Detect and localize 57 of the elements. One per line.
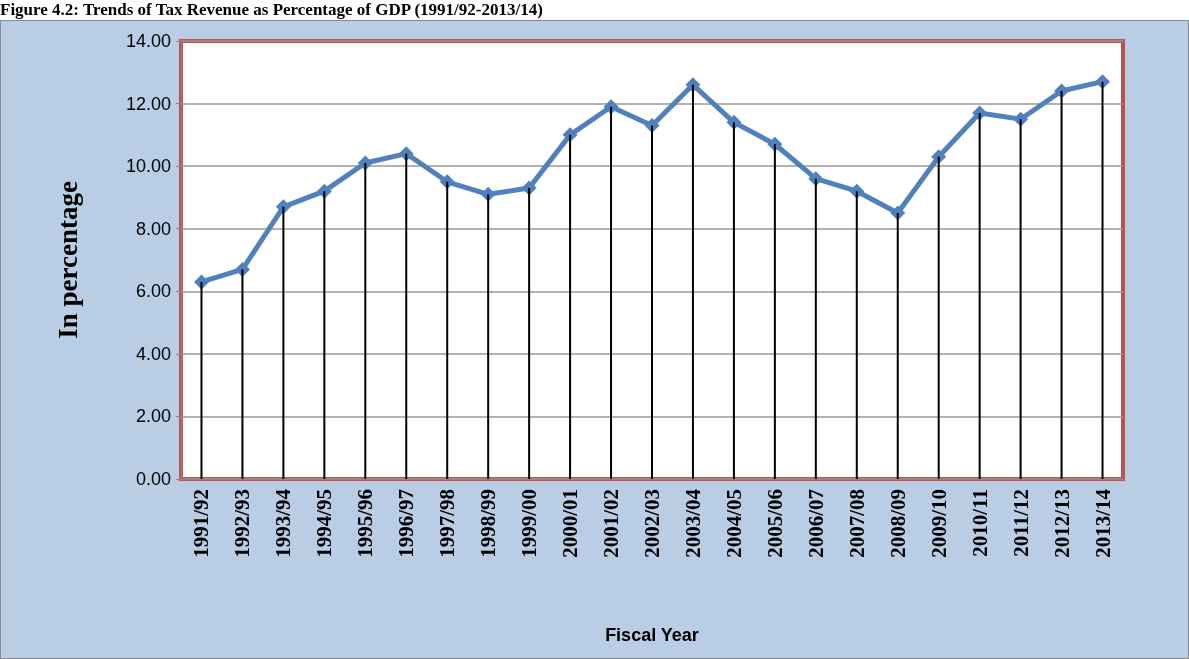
bar	[282, 206, 285, 479]
bar	[691, 84, 694, 479]
x-tick-label: 2013/14	[1090, 488, 1115, 558]
bar	[773, 144, 776, 479]
x-tick-label: 2012/13	[1049, 489, 1074, 558]
x-tick-label: 2007/08	[844, 489, 869, 558]
x-tick-label: 1994/95	[312, 489, 337, 558]
x-tick-label: 2009/10	[926, 489, 951, 558]
x-tick-label: 2003/04	[680, 488, 705, 558]
x-tick-label: 2010/11	[967, 489, 992, 557]
y-tick-label: 0.00	[135, 469, 171, 489]
x-tick-label: 2000/01	[558, 489, 583, 558]
bar	[487, 194, 490, 479]
bar	[446, 181, 449, 479]
x-tick-label: 1999/00	[517, 489, 542, 558]
bar	[732, 122, 735, 479]
x-tick-label: 2001/02	[599, 489, 624, 558]
bar	[323, 191, 326, 479]
bar	[896, 213, 899, 479]
x-tick-label: 2006/07	[803, 489, 828, 558]
y-tick-label: 4.00	[135, 343, 171, 364]
chart-title: Figure 4.2: Trends of Tax Revenue as Percentage of GDP (1991/92-2013/14)	[0, 0, 543, 20]
bar	[937, 156, 940, 479]
y-tick-label: 12.00	[125, 93, 171, 114]
x-tick-label: 2004/05	[721, 489, 746, 558]
y-tick-label: 14.00	[125, 31, 171, 51]
bar	[364, 163, 367, 479]
x-tick-label: 1998/99	[476, 489, 501, 558]
bar	[855, 191, 858, 479]
bar	[1101, 81, 1104, 479]
bar	[241, 269, 244, 479]
x-tick-label: 1996/97	[394, 489, 419, 558]
bar	[569, 134, 572, 479]
bar	[200, 281, 203, 479]
x-tick-label: 1993/94	[271, 488, 296, 558]
y-tick-label: 6.00	[135, 281, 171, 302]
bar	[651, 125, 653, 479]
x-tick-label: 2005/06	[762, 489, 787, 558]
bar	[814, 178, 817, 479]
x-tick-label: 2011/12	[1008, 489, 1033, 557]
bar	[1060, 91, 1063, 479]
x-tick-label: 1992/93	[230, 489, 255, 558]
y-axis-title: In percentage	[52, 181, 83, 339]
bar	[610, 106, 613, 479]
x-tick-label: 1995/96	[353, 489, 378, 558]
y-tick-label: 8.00	[135, 218, 171, 239]
y-tick-label: 10.00	[125, 156, 171, 177]
x-tick-label: 2002/03	[640, 489, 664, 558]
x-axis-title: Fiscal Year	[605, 625, 699, 645]
bar	[528, 188, 531, 479]
bar	[1019, 119, 1022, 479]
x-tick-label: 1997/98	[435, 489, 460, 558]
bar	[405, 153, 408, 479]
y-tick-label: 2.00	[135, 406, 171, 427]
bar	[978, 112, 981, 479]
x-tick-label: 2008/09	[885, 489, 910, 558]
x-tick-label: 1991/92	[189, 489, 214, 558]
